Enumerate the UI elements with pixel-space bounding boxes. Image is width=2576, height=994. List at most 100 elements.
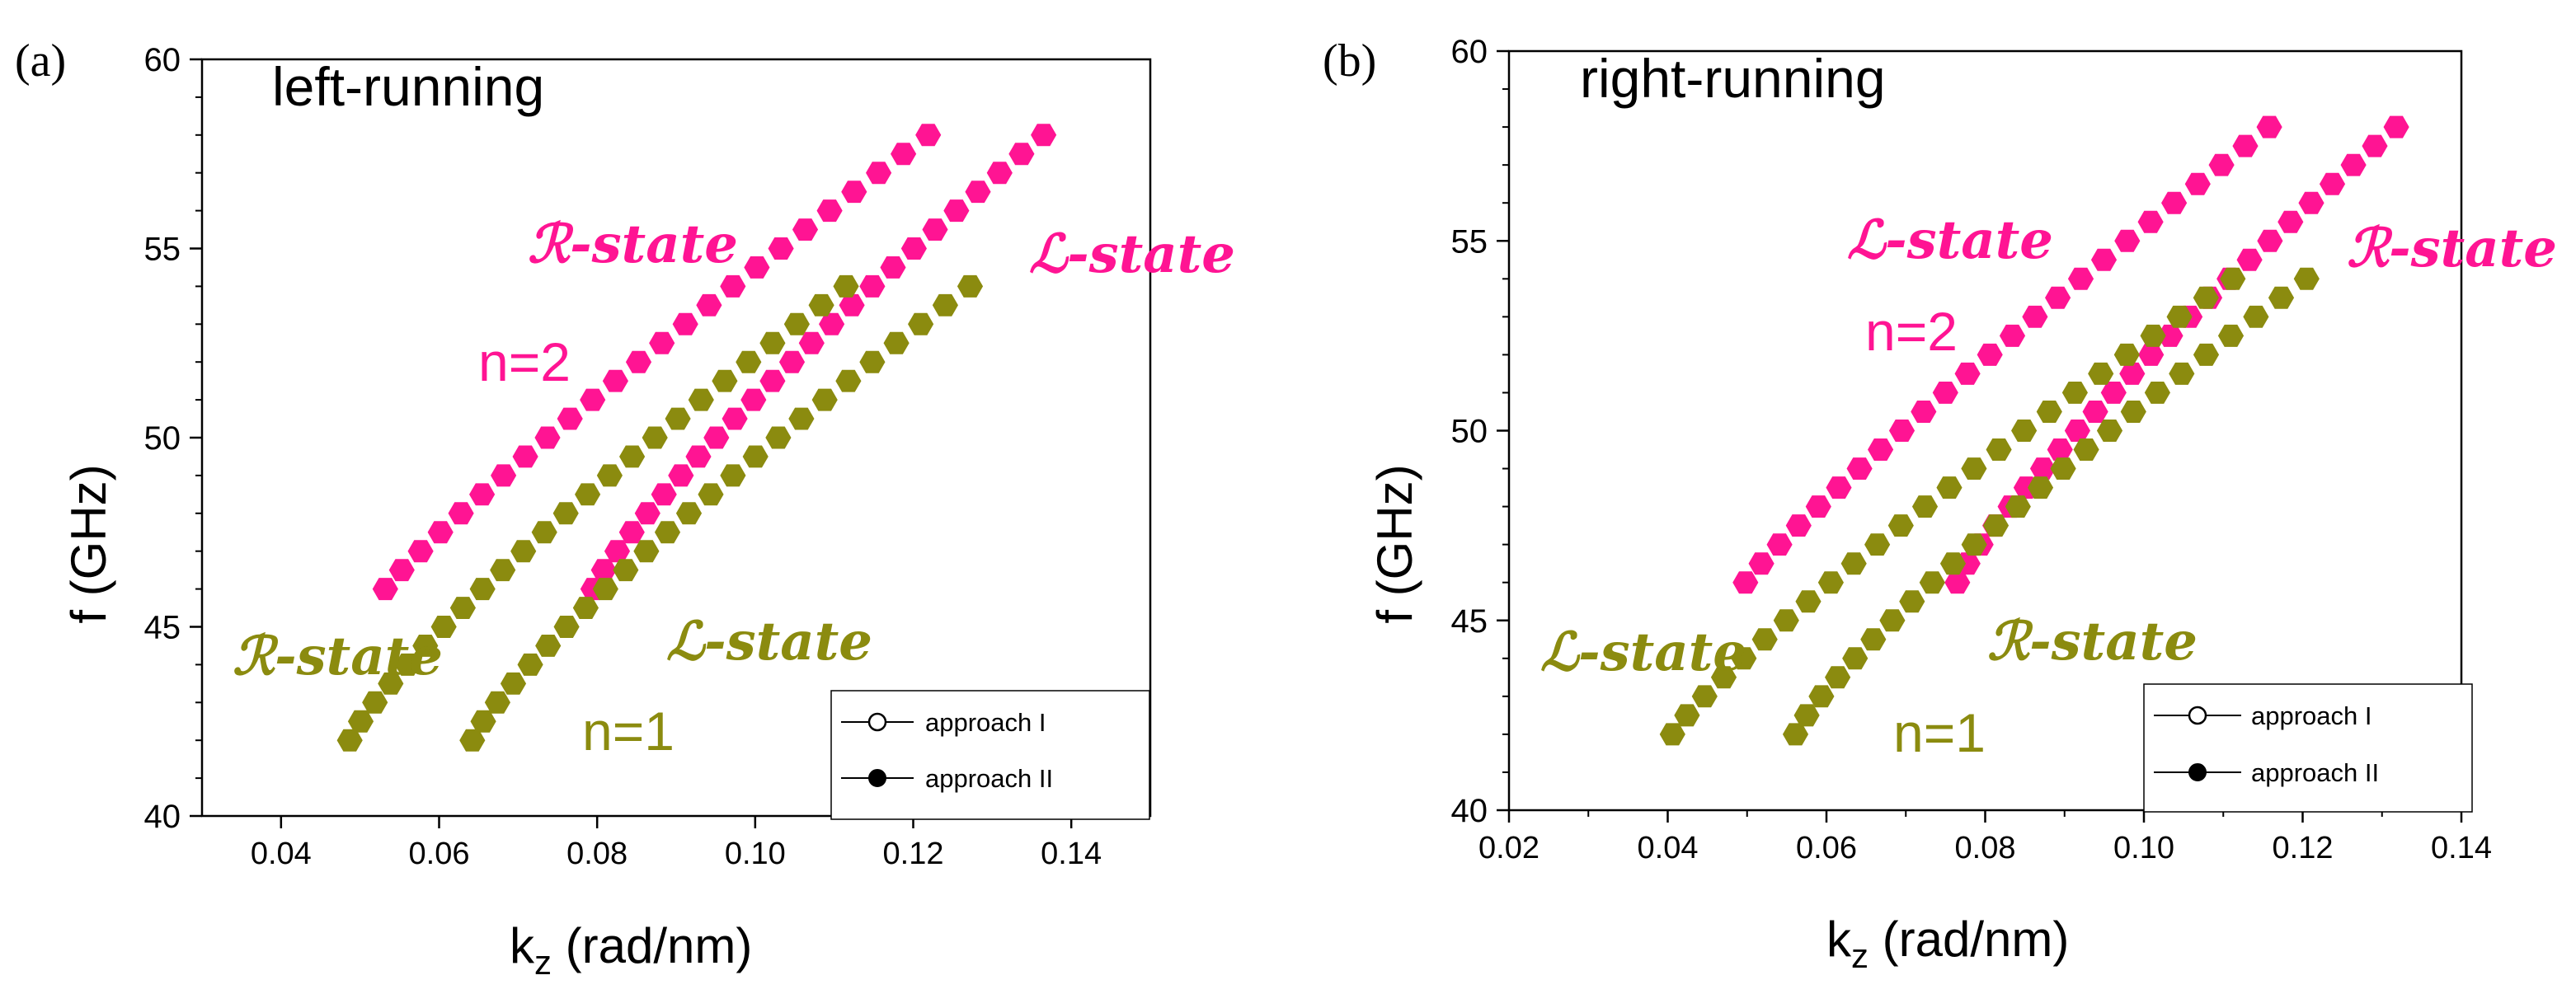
data-point (698, 483, 724, 506)
data-point (430, 616, 457, 638)
data-point (394, 653, 421, 676)
panel-a-data (336, 124, 1057, 752)
panel-b-xtick-label: 0.02 (1478, 831, 1539, 865)
data-point (1961, 457, 1987, 480)
data-point (883, 331, 910, 354)
panel-a-title: left-running (272, 56, 544, 117)
data-point (2090, 248, 2118, 271)
panel-b-ytick-label: 55 (1451, 223, 1488, 260)
panel-b-label: (b) (1323, 35, 1376, 87)
panel-b-annotation-n2-r-state: ℛ-state (2347, 218, 2557, 279)
data-point (839, 293, 865, 316)
panel-a-legend-label-2: approach II (925, 764, 1053, 793)
panel-b-xlabel: kz (rad/nm) (1826, 912, 2069, 975)
data-point (2193, 286, 2219, 309)
data-point (1936, 476, 1963, 499)
panel-a-legend-filled-marker (868, 769, 886, 787)
data-point (1911, 495, 1939, 518)
data-point (2298, 191, 2325, 214)
panel-a-legend-open-marker (867, 712, 887, 732)
data-point (590, 559, 617, 582)
panel-b-legend-label-2: approach II (2251, 758, 2379, 787)
data-point (788, 407, 815, 430)
data-point (768, 237, 794, 260)
data-point (696, 293, 722, 316)
data-point (783, 312, 810, 335)
data-point (2256, 115, 2282, 138)
data-point (685, 445, 712, 468)
panel-a: (a) left-running f (GHz) kz (rad/nm) 0.0… (15, 35, 1235, 982)
data-point (880, 256, 906, 279)
data-point (517, 653, 543, 676)
data-point (736, 350, 762, 373)
data-point (1031, 124, 1057, 147)
data-point (531, 521, 557, 544)
data-point (2011, 420, 2038, 442)
data-point (470, 710, 496, 733)
panel-a-xtick-label: 0.04 (251, 837, 312, 871)
data-point (1986, 438, 2012, 461)
data-point (2144, 382, 2170, 404)
data-point (675, 502, 703, 525)
data-point (2220, 267, 2246, 290)
data-point (1691, 685, 1718, 708)
data-point (1826, 476, 1852, 499)
panel-a-axes: 0.04 0.06 0.08 0.10 0.12 0.14 40 45 50 55 60 (144, 42, 1152, 871)
data-point (448, 502, 474, 525)
panel-a-xlabel-sub: z (534, 943, 552, 982)
panel-b-xlabel-main: k (1826, 912, 1852, 967)
panel-a-xtick-label: 0.14 (1041, 837, 1102, 871)
panel-a-ytick-label: 50 (144, 420, 181, 457)
data-point (1999, 324, 2026, 347)
panel-b-ytick-label: 40 (1451, 793, 1488, 829)
data-point (1731, 647, 1757, 670)
panel-a-xlabel-main: k (510, 918, 535, 973)
data-point (372, 578, 398, 601)
data-point (2137, 210, 2164, 233)
panel-a-xlabel: kz (rad/nm) (510, 918, 752, 982)
data-point (816, 199, 843, 223)
data-point (2138, 343, 2165, 366)
panel-b-data (1659, 115, 2409, 746)
data-point (613, 559, 639, 582)
data-point (1825, 666, 1851, 689)
panel-a-annotation-n1: n=1 (582, 701, 675, 762)
data-point (900, 237, 927, 260)
data-point (572, 597, 599, 619)
data-point (1944, 571, 1971, 594)
data-point (835, 369, 862, 392)
data-point (1879, 609, 1906, 632)
panel-b-annotation-n1-l-state: ℒ-state (1540, 621, 1746, 683)
data-point (2113, 343, 2140, 366)
data-point (642, 426, 668, 449)
panel-a-annotation-n2: n=2 (478, 331, 571, 392)
panel-a-xtick-label: 0.06 (409, 837, 470, 871)
data-point (412, 635, 439, 657)
data-point (2293, 267, 2320, 290)
data-point (1899, 590, 1925, 613)
data-point (2193, 343, 2220, 366)
data-point (654, 521, 681, 544)
panel-b-xtick-label: 0.04 (1638, 831, 1699, 865)
data-point (407, 540, 434, 563)
data-point (2236, 248, 2263, 271)
data-point (2166, 305, 2193, 328)
data-point (469, 578, 496, 601)
data-point (619, 445, 646, 468)
data-point (1751, 628, 1778, 651)
data-point (2100, 382, 2127, 404)
panel-a-annotation-n1-l-state: ℒ-state (666, 611, 872, 673)
data-point (552, 502, 579, 525)
data-point (618, 521, 645, 544)
panel-a-ytick-label: 60 (144, 42, 181, 78)
data-point (740, 388, 767, 411)
panel-b-annotation-n2: n=2 (1865, 301, 1958, 362)
data-point (932, 293, 958, 316)
data-point (720, 274, 746, 298)
data-point (575, 483, 601, 506)
data-point (778, 350, 806, 373)
data-point (1766, 533, 1793, 556)
data-point (2073, 438, 2099, 461)
panel-a-annotation-n1-r-state: ℛ-state (233, 626, 443, 687)
data-point (1805, 495, 1831, 518)
